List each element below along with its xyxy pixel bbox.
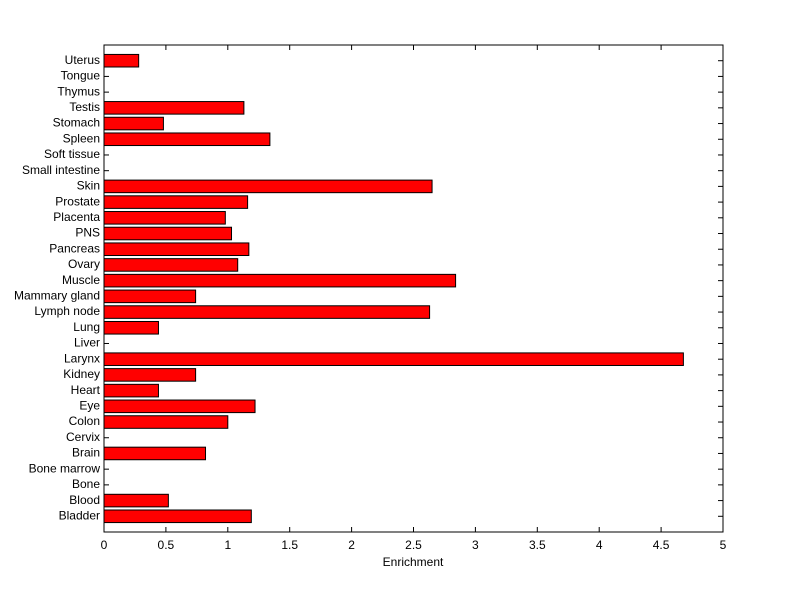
x-tick-label: 1.5 — [281, 538, 298, 552]
x-tick-label: 5 — [720, 538, 727, 552]
y-tick-label: Bone marrow — [29, 461, 101, 475]
y-tick-label: Eye — [79, 398, 100, 412]
bar — [103, 399, 256, 414]
x-tick-label: 2.5 — [405, 538, 422, 552]
bar — [103, 226, 233, 241]
bar — [103, 352, 684, 366]
bar — [103, 509, 252, 524]
bar — [103, 446, 207, 461]
y-tick-label: Bladder — [59, 508, 100, 522]
y-tick-label: Blood — [69, 493, 100, 507]
y-tick-label: PNS — [75, 226, 100, 240]
y-tick-label: Bone — [72, 477, 100, 491]
y-tick-label: Muscle — [62, 273, 100, 287]
bar — [103, 289, 197, 304]
bar — [103, 383, 159, 398]
x-tick-label: 1 — [224, 538, 231, 552]
y-tick-label: Placenta — [53, 210, 100, 224]
bar — [103, 116, 164, 131]
y-tick-label: Cervix — [66, 430, 100, 444]
y-tick-label: Skin — [77, 179, 100, 193]
y-tick-label: Spleen — [63, 131, 100, 145]
bar — [103, 493, 169, 508]
x-tick-label: 4 — [596, 538, 603, 552]
y-tick-label: Kidney — [63, 367, 100, 381]
bar — [103, 132, 271, 147]
bar — [103, 211, 226, 225]
y-tick-label: Prostate — [55, 194, 100, 208]
y-tick-label: Larynx — [64, 351, 100, 365]
x-axis-label: Enrichment — [383, 555, 444, 569]
y-tick-label: Tongue — [61, 69, 101, 83]
x-tick-label: 3.5 — [529, 538, 546, 552]
x-tick-label: 3 — [472, 538, 479, 552]
y-tick-label: Stomach — [53, 116, 100, 130]
x-tick-label: 0 — [101, 538, 108, 552]
bar — [103, 320, 159, 335]
y-tick-label: Pancreas — [49, 241, 100, 255]
y-tick-label: Uterus — [65, 53, 100, 67]
y-tick-label: Lung — [73, 320, 100, 334]
y-tick-label: Colon — [69, 414, 100, 428]
bar — [103, 273, 457, 288]
y-tick-label: Thymus — [57, 84, 100, 98]
x-tick-label: 0.5 — [158, 538, 175, 552]
y-tick-label: Heart — [71, 383, 101, 397]
y-tick-label: Lymph node — [34, 304, 100, 318]
x-tick-label: 4.5 — [653, 538, 670, 552]
y-tick-label: Testis — [69, 100, 100, 114]
bar — [103, 368, 197, 382]
bar — [103, 195, 249, 209]
y-tick-label: Small intestine — [22, 163, 100, 177]
bar — [103, 415, 229, 429]
y-tick-label: Soft tissue — [44, 147, 100, 161]
bar — [103, 101, 245, 115]
x-tick-label: 2 — [348, 538, 355, 552]
y-tick-label: Mammary gland — [14, 289, 100, 303]
y-tick-label: Liver — [74, 336, 100, 350]
bar — [103, 242, 250, 257]
y-tick-label: Brain — [72, 446, 100, 460]
bar — [103, 258, 239, 272]
y-tick-label: Ovary — [68, 257, 100, 271]
bar — [103, 179, 433, 194]
plot-area — [103, 44, 724, 533]
bar — [103, 53, 140, 68]
bar — [103, 305, 431, 319]
